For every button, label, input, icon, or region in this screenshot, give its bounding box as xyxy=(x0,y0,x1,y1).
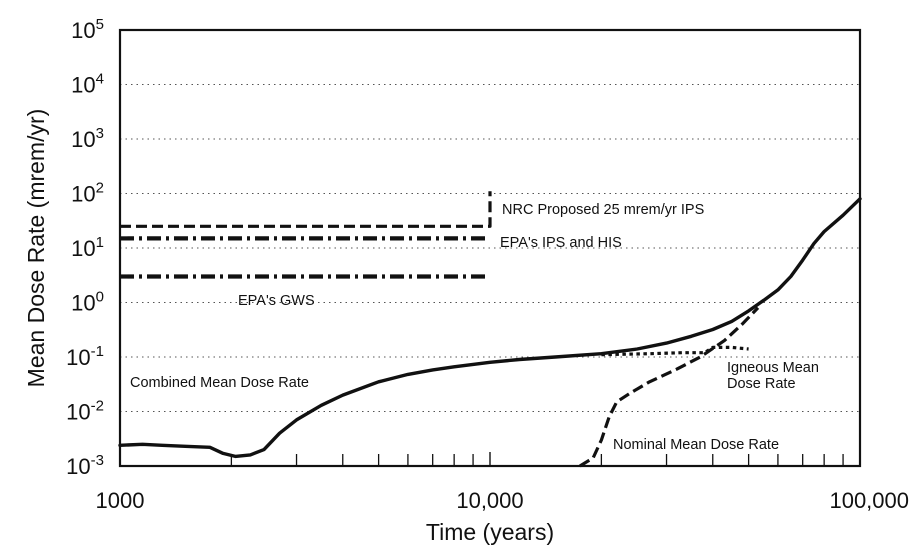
annotation-epa-ips-his: EPA's IPS and HIS xyxy=(500,235,622,251)
y-tick-label: 10-3 xyxy=(66,452,104,479)
series-line-3 xyxy=(118,197,862,459)
y-tick-label: 10-1 xyxy=(66,343,104,370)
x-tick-label: 100,000 xyxy=(829,488,909,513)
x-tick-label: 1000 xyxy=(96,488,145,513)
x-axis-title: Time (years) xyxy=(426,519,554,545)
plot-frame xyxy=(118,28,862,468)
series-line-0 xyxy=(120,191,492,228)
y-tick-label: 104 xyxy=(71,71,104,98)
annotation-epa-gws: EPA's GWS xyxy=(238,293,315,309)
y-tick-label: 105 xyxy=(71,16,104,43)
annotation-igneous-mean-line1: Igneous Mean xyxy=(727,360,819,376)
y-axis-title: Mean Dose Rate (mrem/yr) xyxy=(23,109,49,388)
series-layer xyxy=(118,191,862,468)
y-tick-label: 100 xyxy=(71,289,104,316)
y-tick-label: 101 xyxy=(71,234,104,261)
y-tick-label: 10-2 xyxy=(66,398,104,425)
annotation-igneous-mean-line2: Dose Rate xyxy=(727,376,796,392)
annotation-nrc-proposed: NRC Proposed 25 mrem/yr IPS xyxy=(502,202,704,218)
x-minor-ticks xyxy=(230,452,844,466)
x-tick-label: 10,000 xyxy=(456,488,523,513)
y-tick-label: 102 xyxy=(71,180,104,207)
annotation-combined-mean: Combined Mean Dose Rate xyxy=(130,375,309,391)
y-tick-label: 103 xyxy=(71,125,104,152)
series-line-5 xyxy=(579,306,760,468)
annotation-nominal-mean: Nominal Mean Dose Rate xyxy=(613,437,779,453)
x-tick-labels: 1000 10,000 100,000 xyxy=(96,488,909,513)
y-tick-labels: 10-3 10-2 10-1 100 101 102 103 104 105 xyxy=(66,16,104,479)
